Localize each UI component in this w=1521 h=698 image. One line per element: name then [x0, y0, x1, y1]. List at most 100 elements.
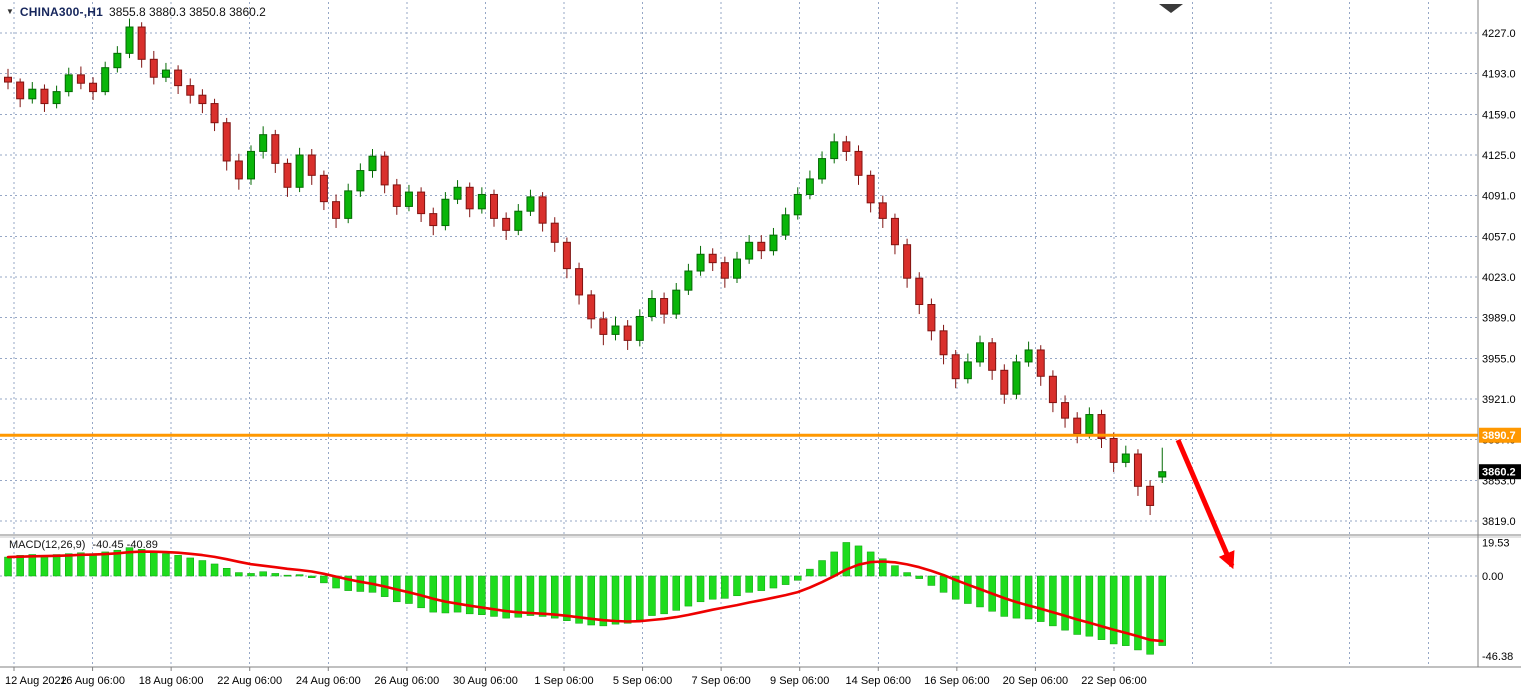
candle-body	[1146, 485, 1155, 506]
macd-bar	[721, 575, 729, 599]
macd-bar	[453, 575, 462, 613]
macd-bar	[818, 560, 826, 577]
macd-bar	[295, 574, 304, 577]
macd-bar	[951, 575, 960, 600]
time-axis-label: 20 Sep 06:00	[1003, 675, 1068, 687]
candle	[720, 256, 729, 288]
macd-axis-max-label: 19.53	[1482, 537, 1510, 549]
macd-bar	[842, 542, 851, 577]
candle-body	[514, 210, 523, 231]
price-axis-label: 4125.0	[1482, 150, 1516, 162]
price-badge-bg	[1479, 464, 1521, 480]
candle	[939, 324, 948, 365]
candle	[247, 145, 255, 185]
macd-bar	[125, 547, 134, 577]
candle-body	[842, 141, 851, 152]
macd-bar	[1109, 575, 1118, 645]
macd-bar	[830, 551, 838, 577]
macd-axis-zero-label: 0.00	[1482, 571, 1503, 583]
chevron-down-icon[interactable]: ▼	[6, 7, 14, 16]
macd-bar	[636, 575, 644, 621]
candle-body	[781, 214, 790, 236]
candle-body	[174, 69, 183, 87]
candle-body	[1012, 361, 1021, 395]
candle	[392, 178, 401, 215]
time-axis-label: 9 Sep 06:00	[770, 675, 829, 687]
chart-shift-marker-icon[interactable]	[1159, 4, 1183, 13]
macd-bar	[745, 575, 753, 593]
macd-bar	[198, 560, 207, 577]
macd-bar	[672, 575, 680, 611]
candle	[672, 282, 681, 319]
time-axis-label: 18 Aug 06:00	[139, 675, 204, 687]
candle-body	[52, 91, 61, 105]
candle	[1097, 409, 1106, 449]
orange-price-badge[interactable]: 3890.7	[1479, 427, 1521, 443]
macd-bar	[441, 575, 450, 614]
candle	[161, 62, 170, 83]
macd-bar	[1012, 575, 1021, 619]
candle	[441, 192, 450, 231]
candle	[76, 66, 85, 90]
macd-bar	[1134, 575, 1142, 651]
candle	[793, 187, 802, 220]
candle	[198, 89, 207, 114]
candle-body	[490, 193, 498, 219]
candle-body	[575, 268, 584, 296]
time-axis-label: 22 Aug 06:00	[217, 675, 282, 687]
candle	[781, 207, 790, 240]
candle-body	[635, 315, 644, 341]
candle-body	[477, 193, 486, 210]
candle-body	[866, 174, 875, 204]
macd-bar	[222, 568, 231, 577]
candle-body	[417, 191, 426, 215]
macd-bar	[320, 575, 328, 584]
candle-body	[40, 88, 49, 105]
macd-bar	[623, 575, 632, 624]
candle-body	[708, 253, 717, 264]
macd-bar	[575, 575, 583, 624]
macd-bar	[65, 553, 73, 577]
candle	[842, 135, 851, 161]
macd-bar	[283, 574, 292, 577]
macd-bar	[465, 575, 474, 615]
candle	[319, 170, 328, 211]
macd-axis-min-label: -46.38	[1482, 651, 1513, 663]
candle-body	[805, 178, 814, 195]
candle-body	[550, 222, 559, 243]
red-down-arrow[interactable]	[1175, 439, 1235, 570]
candle	[757, 235, 766, 260]
candle-body	[76, 74, 85, 84]
candle-body	[878, 202, 887, 219]
candle	[1158, 447, 1167, 483]
candle-body	[222, 122, 231, 162]
candle	[635, 309, 644, 347]
macd-bar	[976, 575, 984, 608]
candle-body	[502, 217, 511, 231]
macd-bar	[648, 575, 656, 616]
candle-body	[951, 354, 960, 380]
candle-body	[380, 155, 389, 186]
price-axis-label: 4091.0	[1482, 191, 1516, 203]
candle	[64, 67, 73, 97]
candle-body	[404, 191, 413, 207]
macd-bar	[16, 555, 24, 577]
candle-body	[988, 342, 997, 371]
candle	[708, 248, 717, 272]
time-axis-label: 14 Sep 06:00	[846, 675, 911, 687]
macd-bar	[235, 572, 243, 577]
macd-bar	[1073, 575, 1081, 635]
candle	[502, 212, 511, 240]
candle	[696, 245, 705, 276]
candle	[733, 251, 741, 283]
macd-signal-line	[6, 550, 1164, 643]
candle	[745, 235, 754, 264]
candle-body	[28, 88, 37, 100]
candle	[40, 84, 49, 112]
macd-bar	[806, 568, 814, 577]
time-axis-label: 5 Sep 06:00	[613, 675, 672, 687]
candle	[210, 98, 219, 132]
candle	[830, 133, 839, 164]
candle-body	[441, 198, 450, 227]
